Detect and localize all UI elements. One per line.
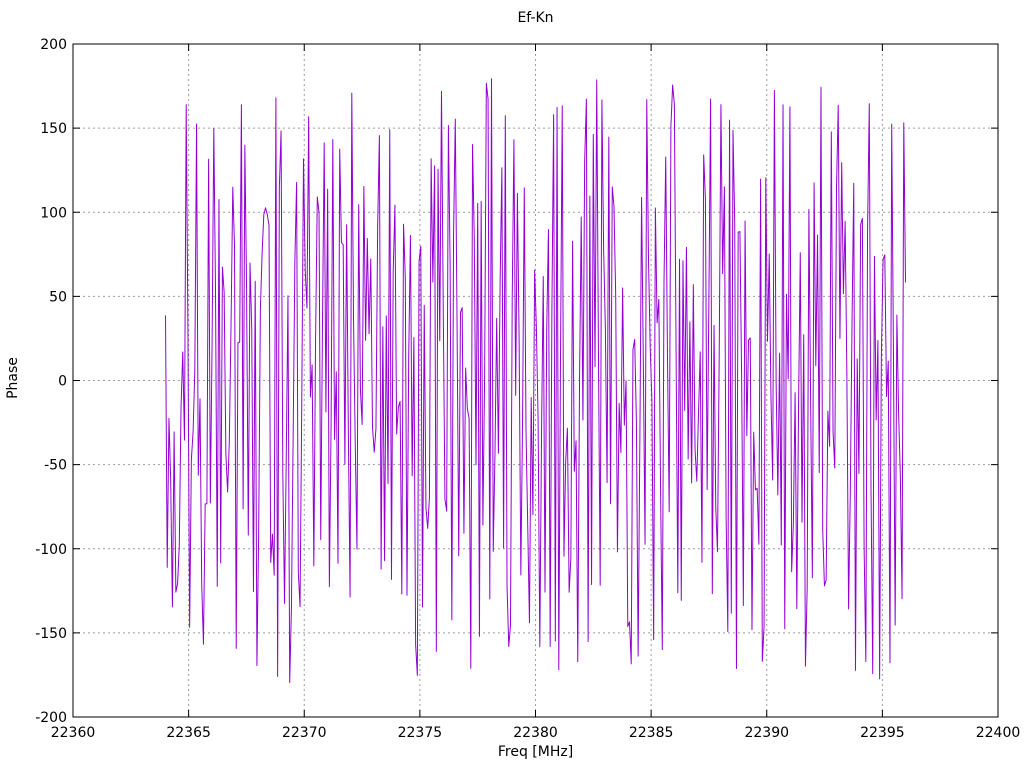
x-tick-label: 22380	[513, 725, 558, 741]
data-series-path	[165, 78, 906, 684]
x-tick-label: 22375	[398, 725, 443, 741]
x-axis-label: Freq [MHz]	[497, 744, 574, 760]
x-tick-label: 22385	[629, 725, 674, 741]
x-tick-label: 22360	[51, 725, 96, 741]
chart-title: Ef-Kn	[517, 10, 554, 26]
x-tick-label: 22370	[282, 725, 327, 741]
x-tick-label: 22395	[860, 725, 905, 741]
x-tick-label: 22365	[166, 725, 211, 741]
y-tick-label: -200	[35, 710, 67, 726]
y-tick-label: 100	[40, 205, 67, 221]
y-tick-label: -50	[44, 458, 67, 474]
y-tick-label: 150	[40, 121, 67, 137]
x-tick-label: 22400	[976, 725, 1021, 741]
y-tick-label: -150	[35, 626, 67, 642]
y-tick-label: 50	[49, 289, 67, 305]
x-tick-label: 22390	[744, 725, 789, 741]
y-tick-label: 0	[58, 374, 67, 390]
y-tick-label: 200	[40, 37, 67, 53]
y-tick-label: -100	[35, 542, 67, 558]
